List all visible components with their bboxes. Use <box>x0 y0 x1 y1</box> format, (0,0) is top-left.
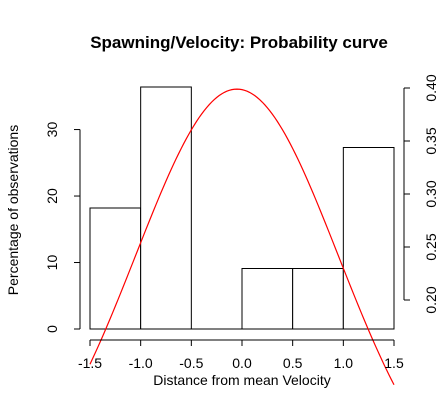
histogram-bar <box>140 86 192 330</box>
y-axis-label: Percentage of observations <box>5 125 21 295</box>
x-tick-label: 1.5 <box>384 355 404 371</box>
histogram-bar <box>292 268 344 330</box>
x-axis-label: Distance from mean Velocity <box>153 372 330 388</box>
y-left-tick-label: 20 <box>44 188 60 204</box>
chart-title: Spawning/Velocity: Probability curve <box>90 33 388 52</box>
x-tick-label: 1.0 <box>334 355 354 371</box>
x-tick-label: -1.0 <box>129 355 153 371</box>
histogram-bar <box>241 268 294 330</box>
y-right-tick-label: 0.40 <box>423 74 439 101</box>
histogram-bar <box>89 207 142 330</box>
y-right-tick-label: 0.30 <box>423 180 439 207</box>
x-tick-label: -0.5 <box>179 355 203 371</box>
y-left-tick-label: 30 <box>44 122 60 138</box>
y-right-tick-label: 0.20 <box>423 286 439 313</box>
density-curve <box>89 88 395 386</box>
x-tick-label: 0.0 <box>232 355 252 371</box>
y-right-tick-label: 0.25 <box>423 233 439 260</box>
histogram-bar <box>342 147 395 330</box>
y-right-tick-label: 0.35 <box>423 127 439 154</box>
y-left-tick-label: 0 <box>44 325 60 333</box>
x-tick-label: 0.5 <box>283 355 303 371</box>
x-tick-label: -1.5 <box>78 355 102 371</box>
y-left-tick-label: 10 <box>44 255 60 271</box>
